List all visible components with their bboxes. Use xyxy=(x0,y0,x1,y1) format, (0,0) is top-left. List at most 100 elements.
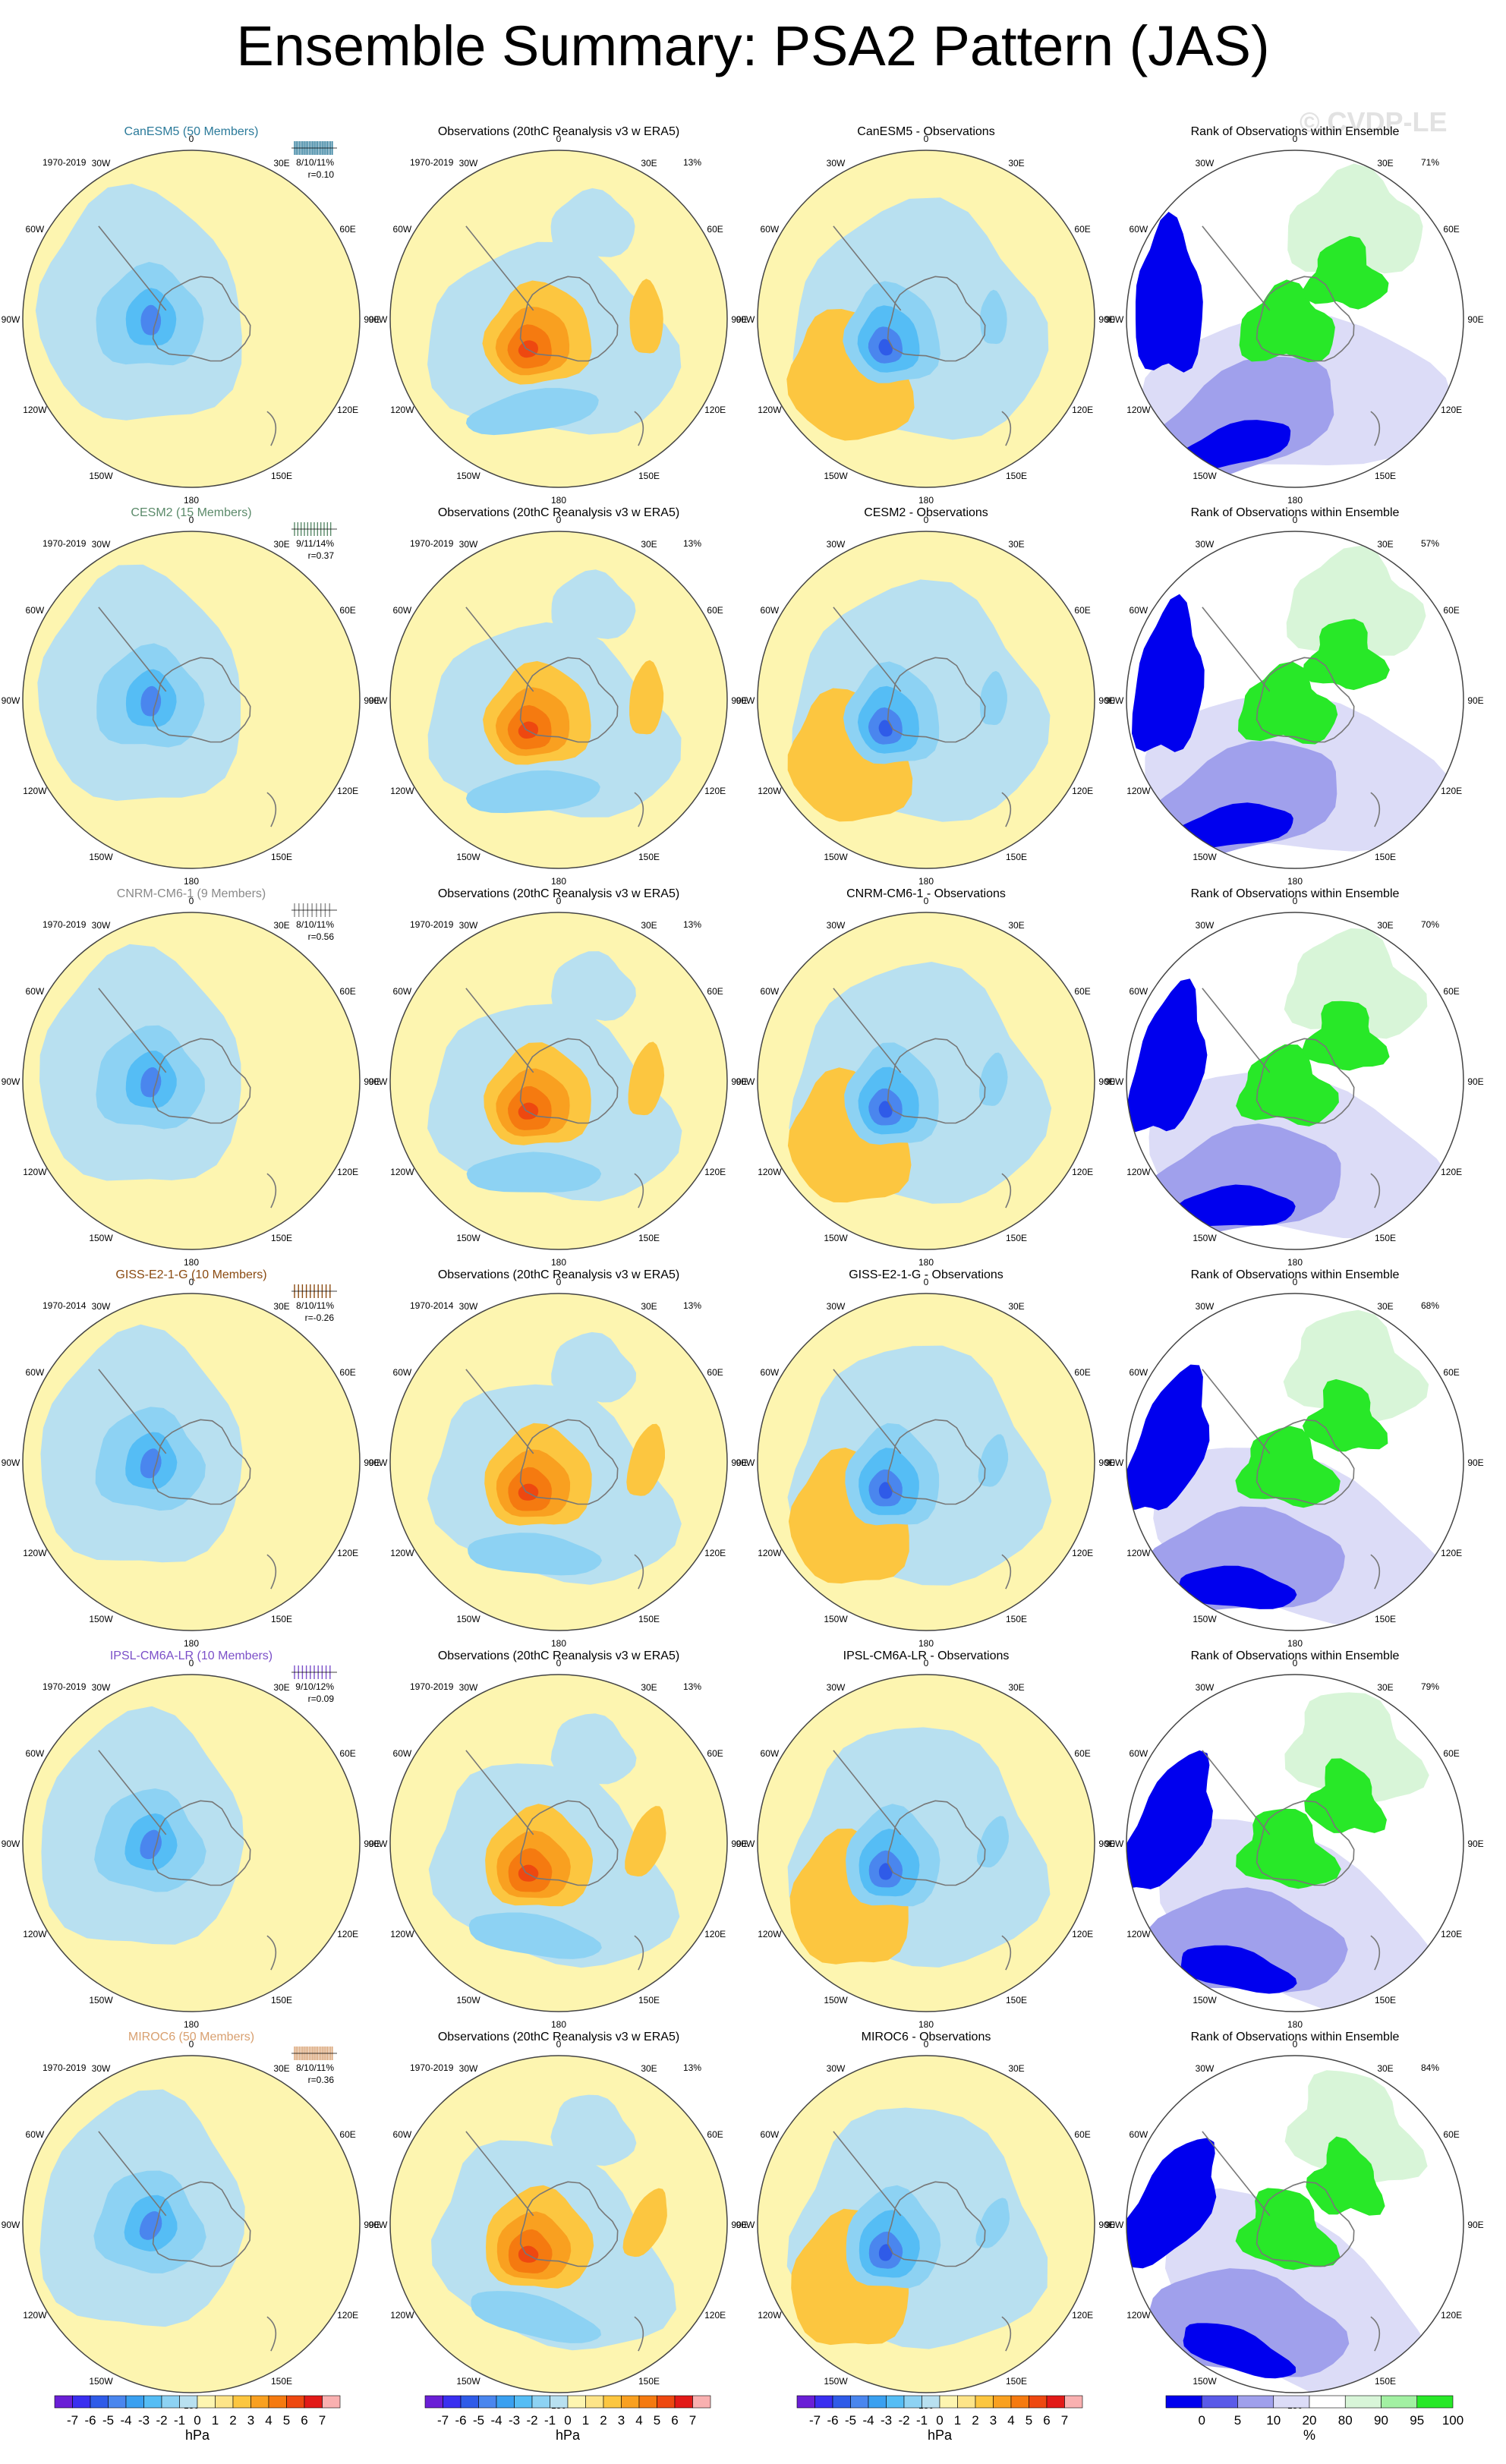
lon-label: 120W xyxy=(23,1929,47,1939)
coastline-south-america xyxy=(1202,1369,1271,1454)
lon-label: 180 xyxy=(1287,495,1303,506)
lon-label: 180 xyxy=(1287,1257,1303,1268)
coastline-south-america xyxy=(98,607,167,692)
coastline-south-america xyxy=(833,225,902,311)
coastline-south-america xyxy=(833,607,902,692)
lon-label: 120W xyxy=(758,1929,782,1939)
map-boundary xyxy=(389,150,728,488)
coastline-antarctica xyxy=(152,1419,251,1505)
lon-label: 150W xyxy=(456,2376,480,2387)
lon-label: 30E xyxy=(1008,1301,1024,1312)
lon-label: 90W xyxy=(2,1076,20,1087)
lon-label: 0 xyxy=(556,2039,562,2050)
colorbar-label: -1 xyxy=(544,2413,556,2428)
lon-label: 60W xyxy=(393,986,412,997)
rank-region xyxy=(1284,1692,1429,1803)
pattern-correlation: r=0.09 xyxy=(308,1694,335,1704)
coastline-south-america xyxy=(98,988,167,1073)
map-field xyxy=(390,2056,727,2393)
rank-region xyxy=(1132,594,1205,752)
lon-label: 150W xyxy=(824,852,848,862)
rank-region xyxy=(1136,212,1203,373)
lon-label: 30E xyxy=(1008,2063,1024,2074)
colorbar-label: -7 xyxy=(67,2413,78,2428)
coastline-new-zealand xyxy=(1370,2316,1381,2352)
model-title: GISS-E2-1-G (10 Members) xyxy=(115,1268,266,1281)
lon-label: 30W xyxy=(459,1301,478,1312)
lon-label: 30E xyxy=(1008,920,1024,931)
lon-label: 60W xyxy=(1130,2129,1148,2140)
pattern-correlation: r=0.56 xyxy=(308,931,335,942)
map-boundary xyxy=(757,1674,1095,2012)
lon-label: 120E xyxy=(1072,1929,1093,1939)
obs-title: Observations (20thC Reanalysis v3 w ERA5… xyxy=(438,887,679,900)
coastline-south-america xyxy=(1202,1750,1271,1835)
map-boundary xyxy=(757,912,1095,1250)
colorbar-swatch xyxy=(1064,2395,1083,2409)
colorbar-swatch xyxy=(868,2395,887,2409)
map-field xyxy=(1126,1675,1463,2012)
lon-label: 0 xyxy=(189,1658,194,1668)
colorbar-label: 1 xyxy=(582,2413,589,2428)
obs-pct: 13% xyxy=(683,919,701,930)
contour-region xyxy=(629,279,663,354)
map-boundary xyxy=(22,1674,361,2012)
colorbar-label: -6 xyxy=(827,2413,838,2428)
coastline-antarctica xyxy=(1256,1419,1355,1505)
colorbar-label: 0 xyxy=(936,2413,943,2428)
map-boundary xyxy=(757,150,1095,488)
rank-region xyxy=(1180,1945,1297,1994)
lon-label: 0 xyxy=(924,515,929,525)
lon-label: 30W xyxy=(827,158,846,169)
obs-panel: 0 30E 60E 90E 120E 150E 180 150W 120W 90W 60W 30W Ob… xyxy=(369,1649,748,2030)
lon-label: 90W xyxy=(369,2220,388,2230)
lon-label: 60E xyxy=(339,1367,355,1378)
colorbar-swatch xyxy=(268,2395,287,2409)
rank-region xyxy=(1303,235,1389,310)
lon-label: 120E xyxy=(1072,786,1093,796)
lon-label: 150E xyxy=(271,2376,292,2387)
model-title: MIROC6 (50 Members) xyxy=(128,2031,254,2043)
lon-label: 30W xyxy=(827,2063,846,2074)
colorbar-swatch xyxy=(460,2395,479,2409)
map-boundary xyxy=(22,1293,361,1631)
map-field xyxy=(390,150,727,487)
lon-label: 90W xyxy=(1105,314,1124,325)
lon-label: 90E xyxy=(1098,695,1114,706)
rank-title: Rank of Observations within Ensemble xyxy=(1191,125,1400,138)
lon-label: 90W xyxy=(1105,2220,1124,2230)
model-period: 1970-2019 xyxy=(43,919,87,930)
obs-title: Observations (20thC Reanalysis v3 w ERA5… xyxy=(438,125,679,138)
pc-stats: 8/10/11% xyxy=(296,1300,334,1311)
lon-label: 120W xyxy=(758,1548,782,1558)
rank-panel: 0 30E 60E 90E 120E 150E 180 150W 120W 90W 60W 30W Ra… xyxy=(1105,887,1484,1268)
lon-label: 30E xyxy=(273,1682,289,1693)
colorbar-label: 80 xyxy=(1338,2413,1353,2428)
colorbar-swatch xyxy=(585,2395,604,2409)
lon-label: 30E xyxy=(273,1301,289,1312)
lon-label: 30W xyxy=(459,158,478,169)
lon-label: 120E xyxy=(704,786,726,796)
colorbar-label: 2 xyxy=(229,2413,236,2428)
lon-label: 180 xyxy=(184,495,199,506)
lon-label: 60W xyxy=(761,605,780,616)
lon-label: 120W xyxy=(758,2310,782,2321)
diff-title: IPSL-CM6A-LR - Observations xyxy=(843,1649,1010,1662)
diff-title: MIROC6 - Observations xyxy=(862,2031,991,2043)
lon-label: 60E xyxy=(1074,986,1090,997)
map-field xyxy=(758,1675,1095,2012)
lon-label: 90E xyxy=(364,314,380,325)
pattern-correlation: r=0.10 xyxy=(308,169,335,180)
colorbar-unit: % xyxy=(1303,2428,1315,2443)
lon-label: 90W xyxy=(369,1076,388,1087)
lon-label: 180 xyxy=(918,1638,934,1649)
lon-label: 30E xyxy=(273,158,289,169)
lon-label: 60E xyxy=(1074,224,1090,235)
lon-label: 120E xyxy=(704,1167,726,1177)
map-field xyxy=(390,531,727,868)
colorbar-swatch xyxy=(179,2395,198,2409)
map-boundary xyxy=(22,531,361,869)
lon-label: 120E xyxy=(704,1548,726,1558)
diff-panel: 0 30E 60E 90E 120E 150E 180 150W 120W 90W 60W 30W GI… xyxy=(736,1268,1115,1649)
colorbar-label: 5 xyxy=(654,2413,660,2428)
